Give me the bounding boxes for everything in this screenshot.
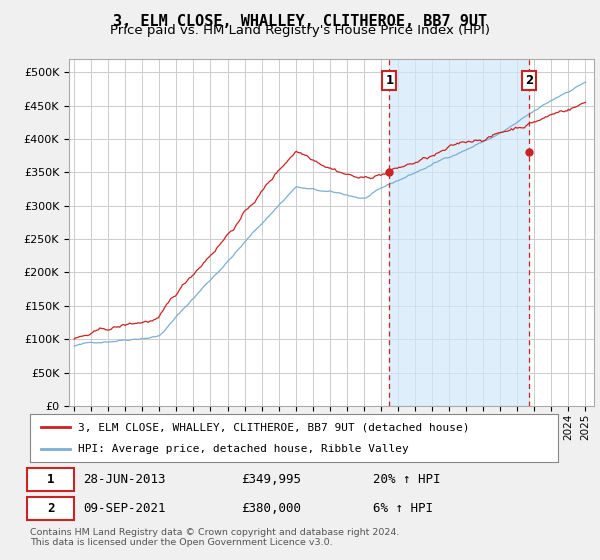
Text: 6% ↑ HPI: 6% ↑ HPI	[373, 502, 433, 515]
Text: 28-JUN-2013: 28-JUN-2013	[83, 473, 166, 486]
Text: £380,000: £380,000	[241, 502, 301, 515]
Text: 3, ELM CLOSE, WHALLEY, CLITHEROE, BB7 9UT (detached house): 3, ELM CLOSE, WHALLEY, CLITHEROE, BB7 9U…	[77, 422, 469, 432]
Text: £349,995: £349,995	[241, 473, 301, 486]
Bar	[389, 59, 529, 406]
Text: 09-SEP-2021: 09-SEP-2021	[83, 502, 166, 515]
Text: 2: 2	[524, 74, 533, 87]
Text: HPI: Average price, detached house, Ribble Valley: HPI: Average price, detached house, Ribb…	[77, 444, 408, 454]
FancyBboxPatch shape	[28, 497, 74, 520]
Text: Contains HM Land Registry data © Crown copyright and database right 2024.
This d: Contains HM Land Registry data © Crown c…	[30, 528, 400, 547]
Text: 1: 1	[47, 473, 55, 486]
Text: 2: 2	[47, 502, 55, 515]
Text: 3, ELM CLOSE, WHALLEY, CLITHEROE, BB7 9UT: 3, ELM CLOSE, WHALLEY, CLITHEROE, BB7 9U…	[113, 14, 487, 29]
Text: 20% ↑ HPI: 20% ↑ HPI	[373, 473, 440, 486]
Text: Price paid vs. HM Land Registry's House Price Index (HPI): Price paid vs. HM Land Registry's House …	[110, 24, 490, 37]
Text: 1: 1	[385, 74, 394, 87]
FancyBboxPatch shape	[28, 468, 74, 491]
